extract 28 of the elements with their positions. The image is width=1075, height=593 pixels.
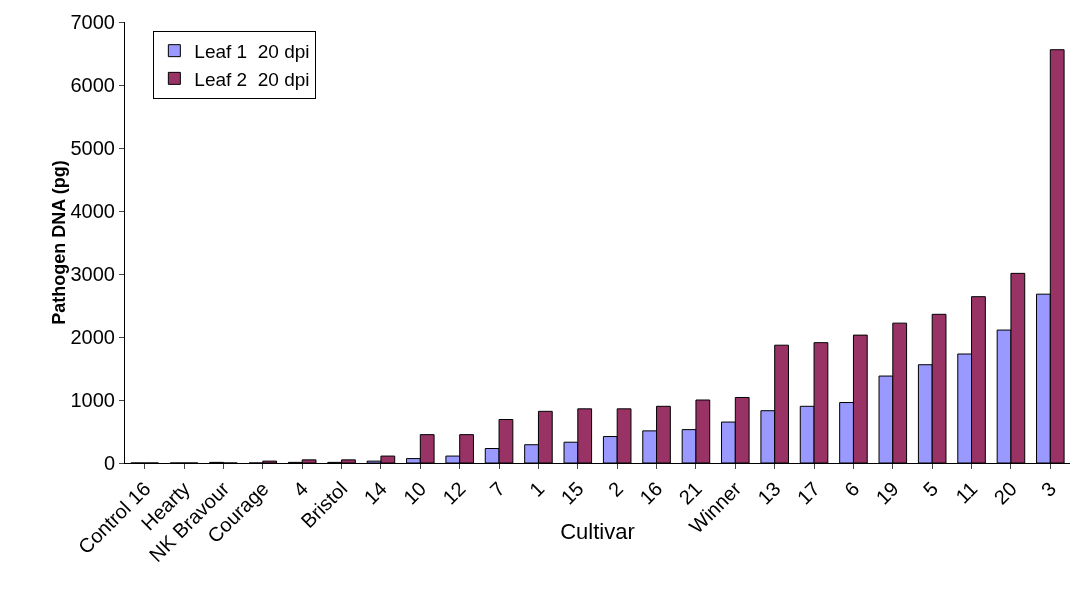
y-tick-label: 0: [103, 452, 115, 474]
x-tick-label: 15: [556, 477, 588, 509]
y-tick-label: 6000: [70, 74, 115, 96]
x-tick-label: 5: [918, 477, 943, 501]
y-tick-label: 1000: [70, 389, 115, 411]
x-tick-label: 3: [1036, 477, 1061, 501]
x-tick-label: 14: [359, 477, 391, 509]
x-tick-label: 10: [398, 477, 431, 509]
x-tick-label: 16: [635, 477, 667, 509]
y-tick-label: 2000: [70, 326, 115, 348]
y-axis-title: Pathogen DNA (pg): [48, 160, 69, 325]
x-axis-title: Cultivar: [560, 519, 635, 544]
y-tick-label: 4000: [70, 200, 115, 222]
x-tick-label: 13: [753, 477, 785, 509]
x-tick-label: 2: [603, 477, 628, 501]
y-tick-label: 3000: [70, 263, 115, 285]
x-tick-label: 11: [951, 477, 982, 508]
x-tick-label: 20: [989, 477, 1021, 509]
x-tick-label: 12: [438, 477, 470, 509]
x-tick-label: 17: [792, 477, 824, 509]
x-tick-label: 19: [871, 477, 903, 509]
y-tick-label: 5000: [70, 137, 115, 159]
y-tick-label: 7000: [70, 11, 115, 33]
x-tick-label: 7: [485, 477, 509, 501]
x-tick-label: 1: [524, 477, 549, 501]
legend-label: Leaf 2 20 dpi: [194, 68, 310, 90]
legend-label: Leaf 1 20 dpi: [194, 41, 310, 63]
x-tick-label: 6: [839, 477, 864, 501]
